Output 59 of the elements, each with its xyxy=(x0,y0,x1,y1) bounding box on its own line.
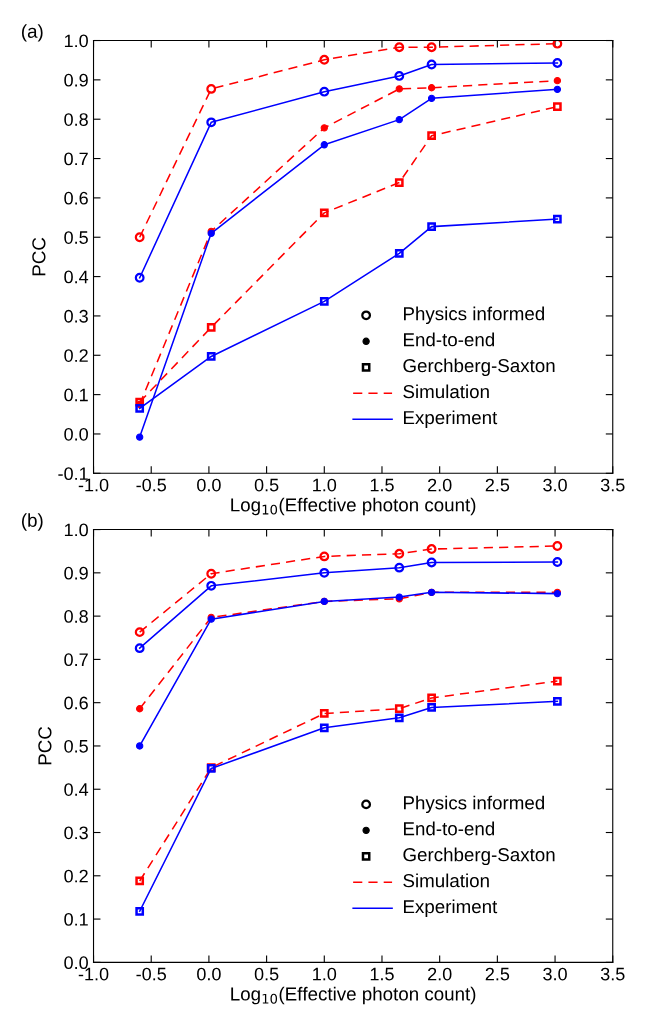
annotation: Physics informed xyxy=(404,795,545,814)
y-tick-label: -0.1 xyxy=(58,467,88,481)
annotation: Gerchberg-Saxton xyxy=(403,847,555,866)
x-tick-label: 3.5 xyxy=(600,478,625,492)
y-tick-label: 0.0 xyxy=(64,427,88,441)
x-tick-label: 1.5 xyxy=(370,478,394,492)
x-tick-label: 0.0 xyxy=(197,478,221,492)
x-tick-label: 3.5 xyxy=(600,967,625,981)
x-axis-title: Log$_{10}$(Effective photon count) xyxy=(231,497,476,516)
y-tick-label: 0.2 xyxy=(64,869,88,883)
y-tick-label: 0.1 xyxy=(64,388,88,402)
annotation: Experiment xyxy=(404,899,498,917)
y-tick-label: 0.7 xyxy=(64,152,88,166)
x-tick-label: 0.0 xyxy=(197,967,221,981)
x-tick-label: 2.0 xyxy=(428,967,452,981)
y-tick-label: 0.5 xyxy=(64,739,88,753)
y-tick-label: 0.3 xyxy=(64,826,88,840)
y-tick-label: 0.2 xyxy=(64,349,88,362)
y-tick-label: 1.0 xyxy=(64,34,88,48)
chart-title: (a) xyxy=(22,24,43,42)
y-tick-label: 0.9 xyxy=(64,566,88,580)
x-tick-label: -1.0 xyxy=(78,478,109,492)
y-tick-label: 0.1 xyxy=(64,913,88,926)
x-tick-label: 2.0 xyxy=(428,478,452,492)
annotation: Physics informed xyxy=(404,306,545,325)
x-tick-label: 3.0 xyxy=(543,967,567,981)
x-tick-label: 0.5 xyxy=(254,478,279,492)
x-tick-label: -1.0 xyxy=(78,967,109,981)
y-axis-title: PCC xyxy=(38,726,52,765)
y-tick-label: 0.6 xyxy=(64,191,88,205)
x-tick-label: -0.5 xyxy=(136,967,167,981)
y-tick-label: 0.3 xyxy=(64,309,88,323)
y-tick-label: 1.0 xyxy=(64,523,88,537)
x-tick-label: 1.5 xyxy=(370,967,394,981)
y-tick-label: 0.8 xyxy=(64,610,88,623)
y-tick-label: 0.4 xyxy=(64,783,89,796)
annotation: Experiment xyxy=(404,410,498,428)
annotation: End-to-end xyxy=(404,332,495,347)
annotation: Simulation xyxy=(403,384,489,399)
annotation: Simulation xyxy=(403,873,489,888)
x-tick-label: -0.5 xyxy=(136,478,167,492)
x-tick-label: 1.0 xyxy=(313,967,337,981)
y-tick-label: 0.6 xyxy=(64,696,88,710)
annotation: Gerchberg-Saxton xyxy=(403,358,555,377)
y-tick-label: 0.8 xyxy=(64,113,88,126)
y-tick-label: 0.7 xyxy=(64,653,88,667)
x-tick-label: 1.0 xyxy=(313,478,337,492)
annotation: End-to-end xyxy=(404,821,495,836)
x-tick-label: 2.5 xyxy=(485,478,510,492)
y-tick-label: 0.5 xyxy=(64,231,88,244)
y-axis-title: PCC xyxy=(32,237,46,276)
x-axis-title: Log$_{10}$(Effective photon count) xyxy=(231,986,476,1005)
y-tick-label: 0.9 xyxy=(64,73,88,87)
chart-title: (b) xyxy=(22,513,43,531)
x-tick-label: 2.5 xyxy=(485,967,510,981)
y-tick-label: 0.4 xyxy=(64,270,89,284)
y-tick-label: 0.0 xyxy=(64,956,88,970)
x-tick-label: 3.0 xyxy=(543,478,567,492)
x-tick-label: 0.5 xyxy=(254,967,279,981)
